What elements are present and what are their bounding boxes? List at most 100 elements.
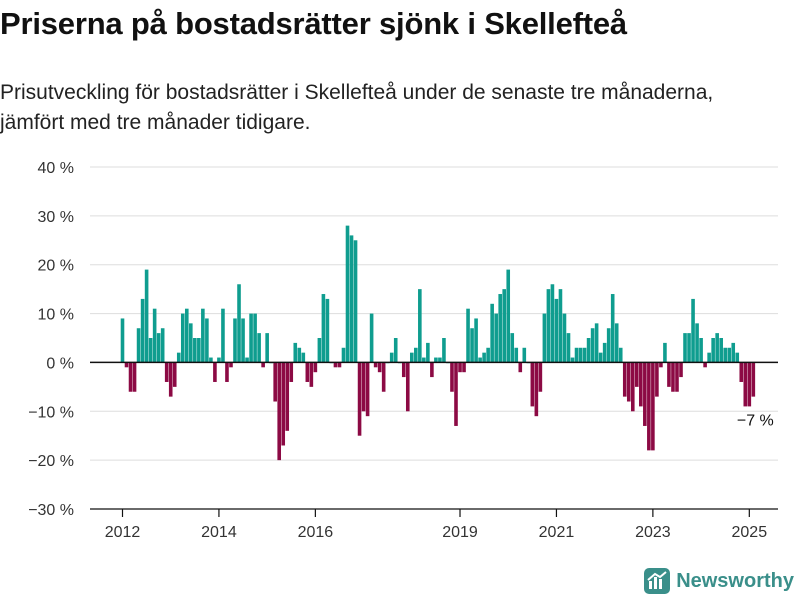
bar xyxy=(723,347,727,363)
bar xyxy=(478,357,482,363)
bar xyxy=(285,362,290,431)
bar xyxy=(369,313,374,363)
bar xyxy=(542,313,547,363)
bar xyxy=(506,269,511,363)
bar xyxy=(643,362,647,426)
bar xyxy=(606,328,611,363)
bar xyxy=(699,338,703,363)
x-tick-label: 2021 xyxy=(539,524,575,541)
bar xyxy=(325,298,330,363)
bar xyxy=(401,362,406,378)
bar xyxy=(213,362,217,382)
bar xyxy=(128,362,133,392)
bar xyxy=(426,342,430,363)
bar xyxy=(245,357,249,363)
bar xyxy=(715,333,719,363)
bar xyxy=(570,357,575,363)
x-tick-label: 2012 xyxy=(105,524,141,541)
bar xyxy=(136,328,141,363)
bar xyxy=(164,362,169,382)
bar xyxy=(337,362,342,368)
bar xyxy=(498,294,502,363)
bar xyxy=(361,362,366,412)
bar xyxy=(405,362,410,412)
bar xyxy=(373,362,378,368)
bar xyxy=(301,352,306,363)
bar xyxy=(751,362,756,397)
bar xyxy=(152,308,157,363)
bar xyxy=(703,362,707,368)
bar xyxy=(205,318,209,363)
bar xyxy=(321,294,326,363)
bar xyxy=(377,362,382,373)
bar xyxy=(409,352,414,363)
bar xyxy=(494,313,498,363)
bar xyxy=(534,362,539,417)
bar xyxy=(675,362,679,392)
bar xyxy=(305,362,310,382)
bar xyxy=(156,333,161,363)
bar xyxy=(546,289,551,363)
bar xyxy=(365,362,370,417)
bar xyxy=(442,338,446,363)
bar xyxy=(554,298,559,363)
bar xyxy=(458,362,462,373)
bar xyxy=(289,362,294,382)
bar xyxy=(598,352,603,363)
bar xyxy=(727,347,732,363)
bar xyxy=(647,362,651,451)
bar xyxy=(430,362,434,378)
bar xyxy=(502,289,507,363)
bar xyxy=(381,362,386,392)
bar xyxy=(434,357,438,363)
bar xyxy=(168,362,173,397)
bar xyxy=(747,362,752,407)
bar xyxy=(639,362,643,407)
bar xyxy=(281,362,286,446)
bar xyxy=(317,338,322,363)
bar xyxy=(418,289,422,363)
bar xyxy=(610,294,615,363)
x-tick-label: 2025 xyxy=(732,524,768,541)
bar xyxy=(249,313,253,363)
bar xyxy=(586,338,591,363)
bar xyxy=(209,357,213,363)
bar xyxy=(538,362,543,392)
bar xyxy=(229,362,233,368)
chart-title: Priserna på bostadsrätter sjönk i Skelle… xyxy=(0,6,627,41)
bar xyxy=(297,347,302,363)
bar xyxy=(217,357,221,363)
bar xyxy=(562,313,567,363)
bar xyxy=(655,362,659,397)
bar xyxy=(184,308,189,363)
bar xyxy=(590,328,595,363)
bar xyxy=(667,362,671,387)
bar xyxy=(349,235,354,363)
bar xyxy=(518,362,523,373)
bar xyxy=(594,323,599,363)
bar xyxy=(233,318,237,363)
bar xyxy=(683,333,687,363)
bar xyxy=(201,308,205,363)
bar xyxy=(124,362,129,368)
bar xyxy=(309,362,314,387)
bar xyxy=(679,362,683,378)
bar xyxy=(743,362,748,407)
bar xyxy=(293,342,298,363)
bar xyxy=(197,338,201,363)
bar xyxy=(462,362,466,373)
bar xyxy=(578,347,583,363)
bar xyxy=(470,328,474,363)
chart-subtitle: Prisutveckling för bostadsrätter i Skell… xyxy=(0,81,714,134)
bar xyxy=(140,298,145,363)
bar xyxy=(566,333,571,363)
bar xyxy=(659,362,663,368)
bar xyxy=(261,362,265,368)
bar xyxy=(160,328,165,363)
bar xyxy=(474,318,478,363)
bar xyxy=(132,362,137,392)
bar xyxy=(466,308,470,363)
bar xyxy=(574,347,579,363)
y-tick-label: 30 % xyxy=(38,209,74,226)
bar xyxy=(530,362,535,407)
